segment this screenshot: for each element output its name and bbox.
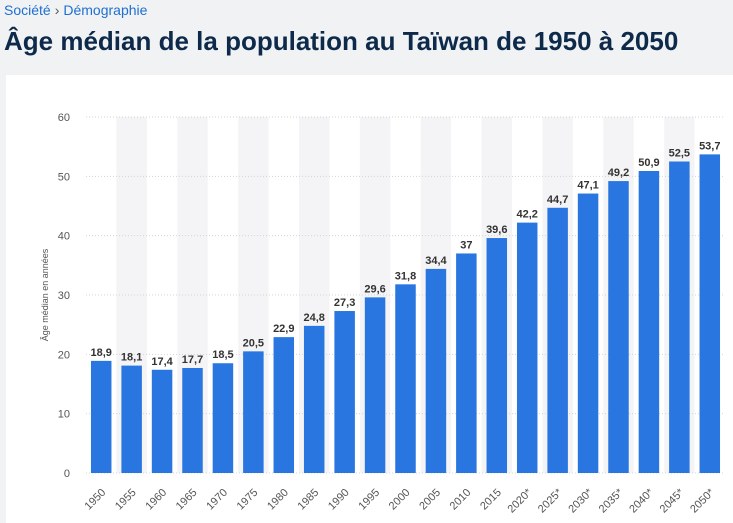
- bar[interactable]: [608, 181, 629, 473]
- x-tick-label: 1960: [143, 487, 169, 513]
- x-tick-label: 2005: [417, 487, 443, 513]
- x-tick-label: 1975: [235, 487, 261, 513]
- x-tick-label: 2045*: [658, 486, 687, 515]
- x-tick-label: 2015: [478, 487, 504, 513]
- x-tick-label: 1985: [296, 487, 322, 513]
- bar[interactable]: [669, 161, 690, 474]
- data-label: 17,4: [151, 356, 173, 368]
- data-label: 50,9: [638, 157, 659, 169]
- data-label: 17,7: [182, 354, 203, 366]
- bar[interactable]: [486, 238, 508, 473]
- bar[interactable]: [212, 363, 234, 473]
- data-label: 53,7: [699, 140, 720, 152]
- data-label: 52,5: [669, 148, 690, 160]
- y-tick-label: 30: [58, 290, 70, 302]
- data-label: 49,2: [608, 167, 629, 179]
- bar[interactable]: [425, 268, 447, 473]
- bar[interactable]: [547, 207, 568, 473]
- bar[interactable]: [334, 311, 355, 473]
- x-tick-label: 2020*: [506, 486, 535, 515]
- data-label: 24,8: [304, 312, 325, 324]
- data-label: 39,6: [486, 224, 507, 236]
- breadcrumb-link-demographie[interactable]: Démographie: [63, 2, 148, 18]
- y-tick-label: 20: [58, 349, 70, 361]
- breadcrumb-separator: ›: [54, 2, 60, 18]
- page-title: Âge médian de la population au Taïwan de…: [4, 26, 679, 56]
- x-tick-label: 2000: [387, 487, 413, 513]
- bar[interactable]: [699, 154, 721, 473]
- bar[interactable]: [90, 360, 112, 473]
- data-label: 42,2: [517, 209, 538, 221]
- x-tick-label: 1995: [356, 487, 382, 513]
- y-tick-label: 50: [58, 171, 70, 183]
- y-axis-ticks: 0 10 20 30 40 50 60: [58, 112, 70, 480]
- data-label: 47,1: [577, 180, 598, 192]
- x-tick-label: 1990: [326, 487, 352, 513]
- y-axis-label: Âge médian en années: [40, 248, 50, 341]
- x-tick-label: 1955: [113, 487, 139, 513]
- breadcrumb: Société › Démographie: [4, 2, 147, 18]
- data-label: 34,4: [425, 255, 447, 267]
- x-axis-ticks: 1950 1955 1960 1965 1970 1975 1980 1985 1990 1995…: [83, 486, 718, 515]
- bar[interactable]: [395, 284, 416, 473]
- x-tick-label: 2040*: [627, 486, 656, 515]
- x-tick-label: 2035*: [597, 486, 626, 515]
- x-tick-label: 2010: [448, 487, 474, 513]
- bars: [90, 154, 721, 474]
- x-tick-label: 1950: [83, 487, 109, 513]
- breadcrumb-link-societe[interactable]: Société: [4, 2, 51, 18]
- data-label: 44,7: [547, 194, 568, 206]
- bar[interactable]: [364, 297, 386, 473]
- x-tick-label: 2025*: [536, 486, 565, 515]
- bar[interactable]: [638, 170, 660, 473]
- x-tick-label: 2030*: [566, 486, 595, 515]
- data-label: 18,1: [121, 352, 142, 364]
- chart-card: 0 10 20 30 40 50 60 18,9 18,1 17,4 17,7 18,5 20,5 22…: [6, 75, 733, 523]
- data-labels: 18,9 18,1 17,4 17,7 18,5 20,5 22,9 24,8 27,3 29,6…: [91, 140, 721, 367]
- data-label: 27,3: [334, 297, 355, 309]
- data-label: 18,9: [91, 347, 112, 359]
- data-label: 31,8: [395, 270, 416, 282]
- y-tick-label: 40: [58, 231, 70, 243]
- data-label: 18,5: [212, 349, 233, 361]
- data-label: 29,6: [364, 283, 385, 295]
- data-label: 22,9: [273, 323, 294, 335]
- x-tick-label: 2050*: [688, 486, 717, 515]
- y-tick-label: 0: [64, 468, 70, 480]
- x-tick-label: 1980: [265, 487, 291, 513]
- x-tick-label: 1965: [174, 487, 200, 513]
- bar[interactable]: [273, 337, 295, 473]
- data-label: 20,5: [243, 337, 264, 349]
- data-label: 37: [460, 239, 472, 251]
- y-tick-label: 10: [58, 409, 70, 421]
- bar[interactable]: [121, 365, 142, 473]
- bar[interactable]: [456, 253, 477, 473]
- x-tick-label: 1970: [204, 487, 230, 513]
- bar[interactable]: [516, 222, 538, 473]
- bar[interactable]: [182, 367, 203, 473]
- bar-chart: 0 10 20 30 40 50 60 18,9 18,1 17,4 17,7 18,5 20,5 22…: [40, 112, 725, 515]
- bar[interactable]: [577, 193, 599, 473]
- bar[interactable]: [151, 369, 173, 473]
- y-tick-label: 60: [58, 112, 70, 124]
- bar[interactable]: [303, 325, 325, 473]
- bar[interactable]: [243, 351, 264, 473]
